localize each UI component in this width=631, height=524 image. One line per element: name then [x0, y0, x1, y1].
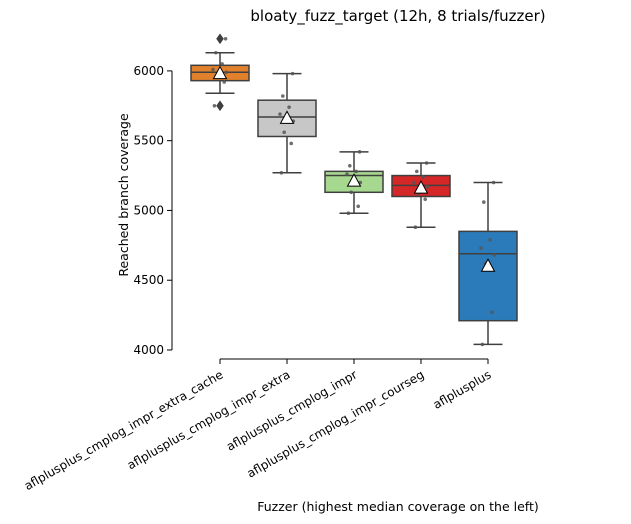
mean-marker [212, 65, 228, 80]
data-point [345, 172, 349, 176]
y-axis-label: Reached branch coverage [116, 113, 131, 277]
data-point [491, 180, 496, 185]
mean-marker [480, 258, 496, 272]
data-point [415, 169, 419, 174]
y-tick-label: 6000 [133, 64, 164, 78]
data-point [424, 161, 429, 165]
data-point [482, 200, 486, 204]
y-tick-label: 4500 [133, 273, 164, 287]
data-point [214, 50, 218, 55]
y-tick-label: 4000 [133, 343, 164, 357]
data-point [222, 80, 226, 84]
x-axis-label: Fuzzer (highest median coverage on the l… [257, 499, 539, 514]
data-point [479, 246, 483, 250]
outlier-marker [216, 33, 224, 45]
data-point [220, 62, 224, 66]
data-point [488, 237, 492, 242]
mean-marker [346, 173, 362, 187]
data-point [423, 197, 428, 202]
data-point [224, 70, 229, 75]
data-point [278, 112, 282, 116]
data-point [282, 130, 287, 135]
data-point [425, 184, 430, 189]
data-point [287, 105, 291, 109]
data-point [490, 310, 495, 315]
data-point [348, 163, 352, 168]
mean-marker [279, 110, 295, 124]
data-point [290, 71, 295, 76]
data-point [211, 67, 215, 72]
data-point [281, 94, 285, 98]
data-point [412, 180, 416, 185]
data-point [346, 211, 351, 216]
data-point [354, 169, 358, 174]
data-point [289, 141, 294, 146]
plot-area: 40004500500055006000aflplusplus_cmplog_i… [22, 33, 518, 493]
data-point [223, 36, 228, 41]
box-iqr [458, 230, 518, 322]
data-point [356, 204, 361, 209]
data-point [421, 175, 425, 179]
data-point [413, 225, 418, 229]
data-point [349, 190, 354, 195]
data-point [357, 150, 362, 154]
mean-marker [413, 180, 429, 194]
chart-title: bloaty_fuzz_target (12h, 8 trials/fuzzer… [250, 7, 545, 26]
data-point [279, 170, 284, 175]
data-point [492, 253, 497, 257]
outlier-marker [216, 100, 224, 112]
y-tick-label: 5500 [133, 134, 164, 148]
y-tick-label: 5000 [133, 203, 164, 217]
x-tick-label: aflplusplus [431, 367, 494, 411]
data-point [480, 342, 485, 347]
data-point [212, 103, 217, 108]
